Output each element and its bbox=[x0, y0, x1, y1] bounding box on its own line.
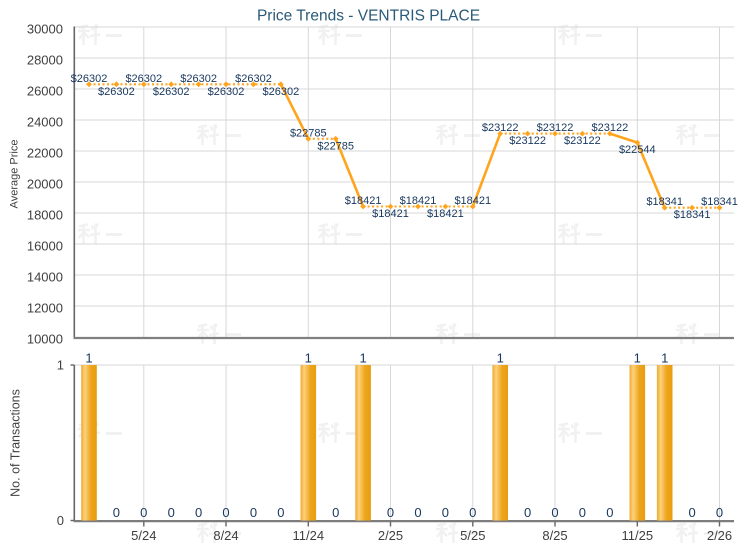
svg-text:$26302: $26302 bbox=[208, 86, 245, 98]
svg-text:$18421: $18421 bbox=[454, 195, 491, 207]
svg-text:0: 0 bbox=[688, 505, 695, 520]
svg-text:0: 0 bbox=[387, 505, 394, 520]
svg-text:0: 0 bbox=[168, 505, 175, 520]
svg-text:$22544: $22544 bbox=[619, 144, 656, 156]
svg-text:0: 0 bbox=[524, 505, 531, 520]
svg-text:0: 0 bbox=[606, 505, 613, 520]
svg-text:0: 0 bbox=[716, 505, 723, 520]
svg-text:2/26: 2/26 bbox=[707, 528, 732, 543]
svg-text:$18421: $18421 bbox=[345, 195, 382, 207]
svg-text:12000: 12000 bbox=[27, 301, 63, 316]
svg-text:0: 0 bbox=[579, 505, 586, 520]
svg-text:8/24: 8/24 bbox=[213, 528, 238, 543]
svg-text:$18421: $18421 bbox=[427, 208, 464, 220]
svg-text:0: 0 bbox=[332, 505, 339, 520]
svg-text:$26302: $26302 bbox=[235, 73, 272, 85]
svg-text:1: 1 bbox=[57, 358, 64, 373]
svg-text:$18421: $18421 bbox=[400, 195, 437, 207]
svg-text:0: 0 bbox=[250, 505, 257, 520]
svg-text:$18421: $18421 bbox=[372, 208, 409, 220]
svg-text:24000: 24000 bbox=[27, 115, 63, 130]
svg-text:$26302: $26302 bbox=[71, 73, 108, 85]
svg-text:$23122: $23122 bbox=[564, 135, 601, 147]
svg-text:20000: 20000 bbox=[27, 177, 63, 192]
svg-text:$23122: $23122 bbox=[509, 135, 546, 147]
svg-text:1: 1 bbox=[305, 351, 312, 366]
svg-text:26000: 26000 bbox=[27, 84, 63, 99]
svg-text:30000: 30000 bbox=[27, 22, 63, 37]
svg-text:$26302: $26302 bbox=[125, 73, 162, 85]
svg-text:0: 0 bbox=[442, 505, 449, 520]
svg-text:16000: 16000 bbox=[27, 239, 63, 254]
svg-text:1: 1 bbox=[497, 351, 504, 366]
svg-text:18000: 18000 bbox=[27, 208, 63, 223]
svg-text:1: 1 bbox=[661, 351, 668, 366]
svg-text:$18341: $18341 bbox=[701, 196, 738, 208]
svg-text:$26302: $26302 bbox=[263, 86, 300, 98]
svg-text:0: 0 bbox=[57, 513, 64, 528]
svg-text:0: 0 bbox=[140, 505, 147, 520]
svg-text:Average Price: Average Price bbox=[9, 140, 21, 209]
svg-text:5/25: 5/25 bbox=[460, 528, 485, 543]
svg-text:0: 0 bbox=[551, 505, 558, 520]
svg-text:0: 0 bbox=[113, 505, 120, 520]
svg-text:No. of Transactions: No. of Transactions bbox=[9, 389, 23, 497]
svg-text:$23122: $23122 bbox=[592, 122, 629, 134]
svg-text:0: 0 bbox=[195, 505, 202, 520]
svg-text:14000: 14000 bbox=[27, 270, 63, 285]
svg-text:1: 1 bbox=[359, 351, 366, 366]
svg-text:2/25: 2/25 bbox=[378, 528, 403, 543]
svg-text:Price Trends - VENTRIS PLACE: Price Trends - VENTRIS PLACE bbox=[257, 8, 480, 25]
svg-text:$18341: $18341 bbox=[674, 209, 711, 221]
svg-text:$23122: $23122 bbox=[537, 122, 574, 134]
svg-text:0: 0 bbox=[222, 505, 229, 520]
svg-text:$26302: $26302 bbox=[180, 73, 217, 85]
svg-text:10000: 10000 bbox=[27, 332, 63, 347]
svg-text:1: 1 bbox=[634, 351, 641, 366]
svg-text:0: 0 bbox=[277, 505, 284, 520]
svg-text:$26302: $26302 bbox=[98, 86, 135, 98]
svg-text:8/25: 8/25 bbox=[542, 528, 567, 543]
svg-text:0: 0 bbox=[469, 505, 476, 520]
svg-text:$23122: $23122 bbox=[482, 122, 519, 134]
svg-text:5/24: 5/24 bbox=[131, 528, 156, 543]
svg-text:0: 0 bbox=[414, 505, 421, 520]
svg-text:$26302: $26302 bbox=[153, 86, 190, 98]
svg-text:11/25: 11/25 bbox=[622, 528, 654, 543]
svg-text:11/24: 11/24 bbox=[293, 528, 325, 543]
svg-text:$22785: $22785 bbox=[290, 127, 327, 139]
svg-text:1: 1 bbox=[85, 351, 92, 366]
svg-text:$18341: $18341 bbox=[646, 196, 683, 208]
svg-text:$22785: $22785 bbox=[317, 140, 354, 152]
svg-text:28000: 28000 bbox=[27, 53, 63, 68]
svg-text:22000: 22000 bbox=[27, 146, 63, 161]
